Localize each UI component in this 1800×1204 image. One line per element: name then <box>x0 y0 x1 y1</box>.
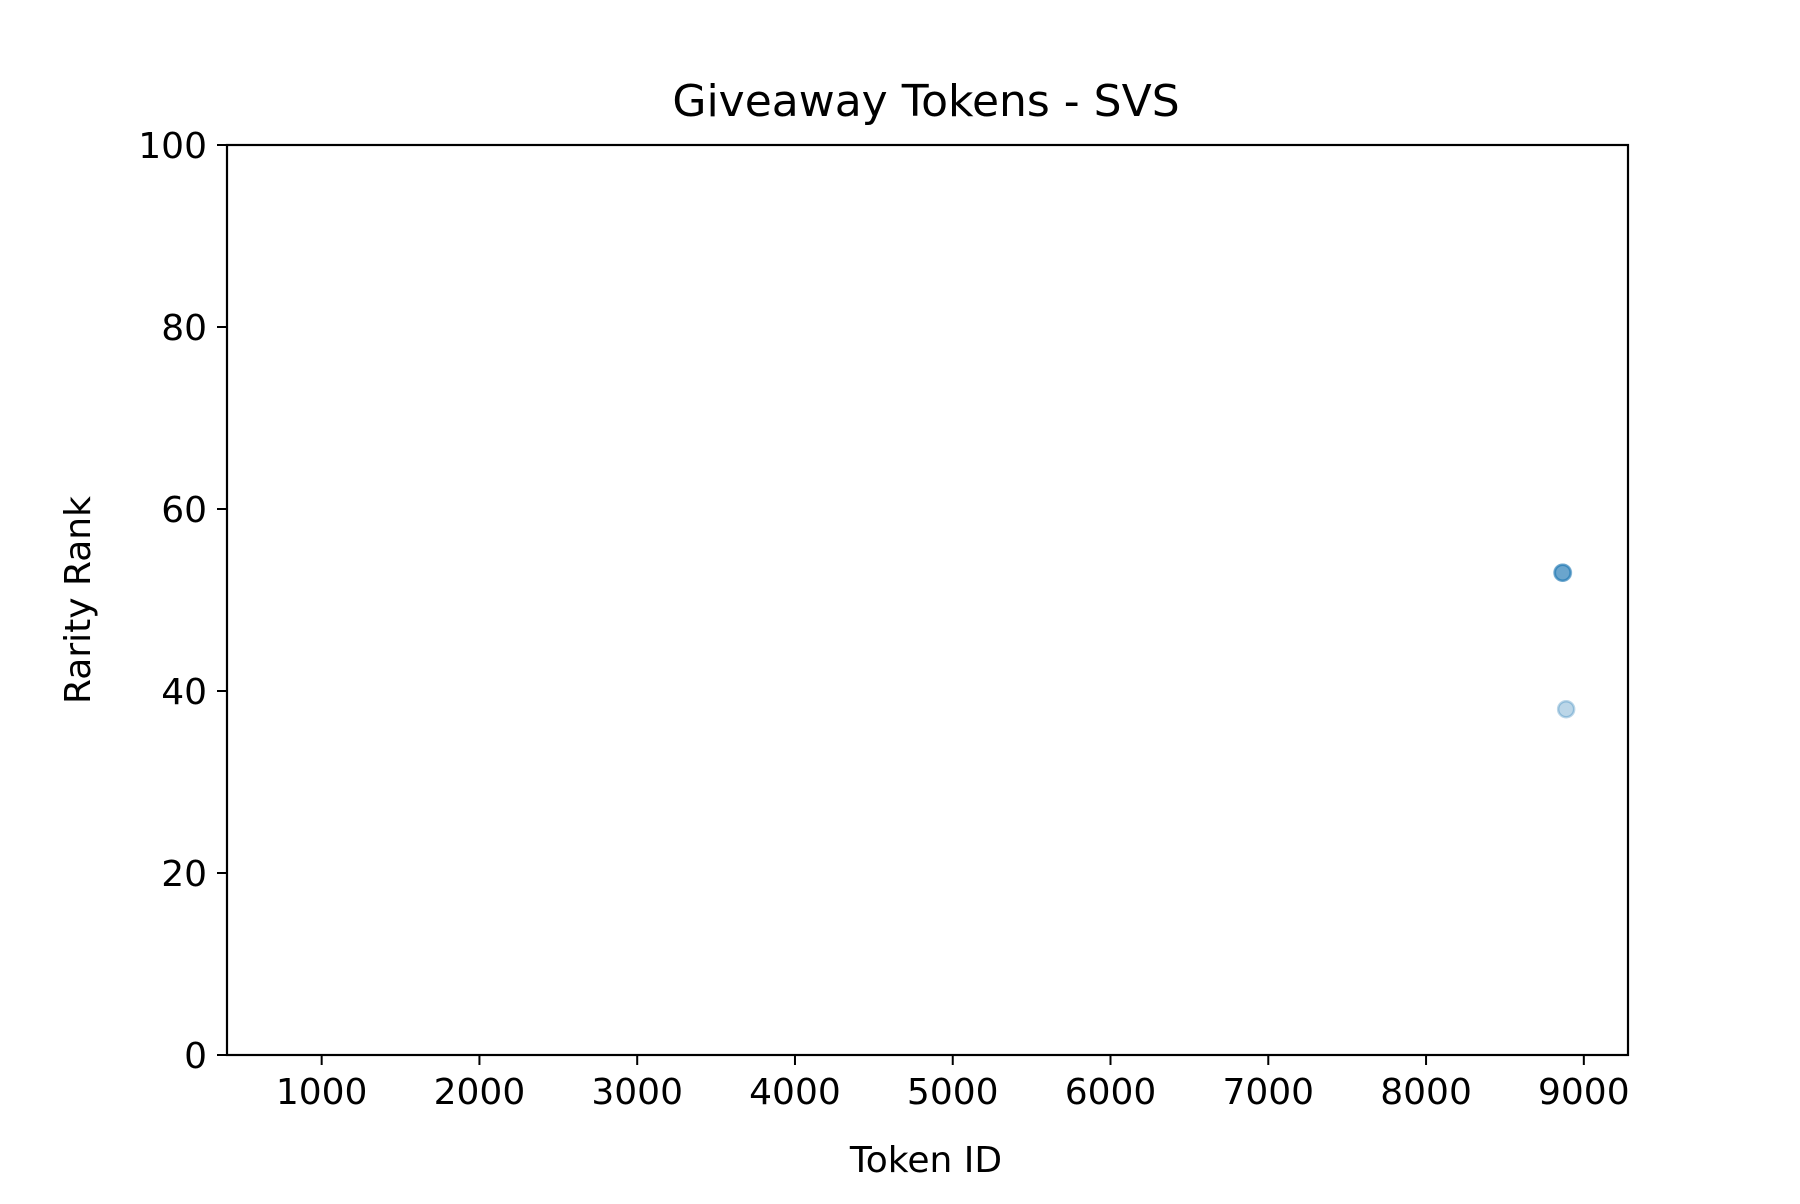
y-tick-label: 100 <box>138 126 207 167</box>
scatter-point <box>1553 563 1572 582</box>
x-axis-label: Token ID <box>849 1140 1002 1181</box>
y-axis-ticks: 0 20 40 60 80 100 <box>138 126 227 1077</box>
x-tick-label: 3000 <box>591 1072 683 1113</box>
x-tick-label: 5000 <box>907 1072 999 1113</box>
scatter-point <box>1553 563 1573 582</box>
scatter-point <box>1553 563 1572 582</box>
y-tick-label: 60 <box>161 490 207 531</box>
plot-area <box>225 143 1630 1057</box>
x-tick-label: 7000 <box>1222 1072 1314 1113</box>
x-axis-ticks: 1000 2000 3000 4000 5000 6000 7000 8000 9000 <box>276 1055 1630 1113</box>
chart-title: Giveaway Tokens - SVS <box>672 76 1179 127</box>
y-axis-label: Rarity Rank <box>58 496 99 704</box>
x-tick-label: 9000 <box>1538 1072 1630 1113</box>
points-layer <box>1553 563 1576 719</box>
x-tick-label: 8000 <box>1380 1072 1472 1113</box>
plot-frame <box>225 143 1630 1057</box>
x-tick-label: 6000 <box>1065 1072 1157 1113</box>
x-tick-label: 1000 <box>276 1072 368 1113</box>
y-tick-label: 0 <box>184 1036 207 1077</box>
y-tick-label: 20 <box>161 854 207 895</box>
y-tick-label: 80 <box>161 308 207 349</box>
y-tick-label: 40 <box>161 672 207 713</box>
scatter-point <box>1556 699 1576 719</box>
x-tick-label: 2000 <box>434 1072 526 1113</box>
x-tick-label: 4000 <box>749 1072 841 1113</box>
